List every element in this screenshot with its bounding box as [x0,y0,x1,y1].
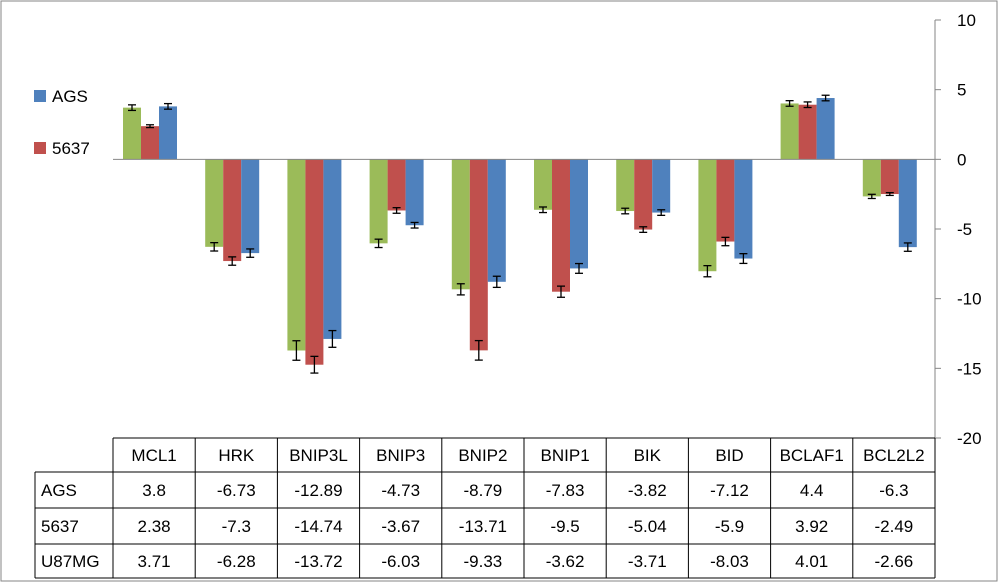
y-tick-label: -15 [957,359,982,378]
bar [534,159,552,210]
bar [780,103,799,160]
bar [862,159,881,197]
table-cell: -3.71 [628,552,667,571]
table-cell: -7.12 [710,481,749,500]
bar [798,104,817,160]
table-cell: -7.83 [546,481,585,500]
bar [205,159,224,247]
bar [405,159,424,226]
bar [287,159,306,351]
x-tick-label: HRK [218,446,255,465]
table-cell: -8.03 [710,552,749,571]
y-tick-label: 10 [957,11,976,30]
x-tick-label: BNIP3L [289,446,348,465]
table-cell: -2.66 [875,552,914,571]
table-cell: -5.04 [628,517,667,536]
x-tick-label: BID [715,446,743,465]
bar [734,159,753,259]
bar [716,159,735,242]
y-tick-label: -5 [957,220,972,239]
bar [816,98,835,160]
table-cell: -9.33 [464,552,503,571]
data-table: MCL1 HRK BNIP3L BNIP3 BNIP2 BNIP1 BIK BID BCLAF1… [34,437,936,579]
table-cell: -6.28 [217,552,256,571]
bar [898,159,917,248]
table-cell: -3.62 [546,552,585,571]
legend-label: 5637 [52,139,90,158]
legend-label: AGS [52,87,88,106]
table-cell: 3.71 [138,552,171,571]
table-cell: -6.73 [217,481,256,500]
x-tick-label: BCL2L2 [863,446,924,465]
legend-swatch [34,142,46,154]
table-cell: -14.74 [294,517,342,536]
bar [241,159,260,254]
x-tick-label: BNIP2 [458,446,507,465]
y-tick-label: 0 [957,150,966,169]
bar [616,159,635,212]
x-tick-label: BNIP3 [376,446,425,465]
bar [223,159,242,262]
bar [159,106,177,160]
table-cell: -2.49 [875,517,914,536]
table-cell: -6.03 [381,552,420,571]
bar [469,159,488,351]
x-tick-label: BIK [634,446,662,465]
table-row-label: AGS [41,481,77,500]
bar [652,159,671,213]
table-row-label: 5637 [41,517,79,536]
table-cell: 3.92 [795,517,828,536]
bar [141,126,159,160]
table-cell: -7.3 [222,517,251,536]
table-cell: -12.89 [294,481,342,500]
bar [387,159,406,211]
x-tick-label: BNIP1 [541,446,590,465]
bar [570,159,588,269]
table-cell: -8.79 [464,481,503,500]
bar [698,159,717,272]
legend: AGS 5637 [34,87,90,158]
table-row-label: U87MG [41,552,100,571]
y-tick-label: 5 [957,81,966,100]
bar [880,159,899,195]
x-tick-label: BCLAF1 [780,446,844,465]
table-cell: -3.67 [381,517,420,536]
plot-area: 10 5 0 -5 -10 -15 -20 [113,11,982,448]
table-cell: -3.82 [628,481,667,500]
table-cell: 4.4 [800,481,824,500]
bar [487,159,506,282]
bar [451,159,470,290]
bar [305,159,324,365]
table-cell: -4.73 [381,481,420,500]
table-cell: -13.72 [294,552,342,571]
table-cell: -5.9 [715,517,744,536]
bar [369,159,388,244]
y-tick-label: -20 [957,429,982,448]
x-tick-label: MCL1 [131,446,176,465]
table-cell: 3.8 [142,481,166,500]
legend-swatch [34,90,46,102]
table-cell: 4.01 [795,552,828,571]
bar [123,107,141,160]
table-cell: 2.38 [138,517,171,536]
table-cell: -6.3 [879,481,908,500]
y-tick-label: -10 [957,290,982,309]
bar [552,159,570,292]
table-cell: -9.5 [550,517,579,536]
table-cell: -13.71 [459,517,507,536]
bar [634,159,653,230]
bar [323,159,342,339]
